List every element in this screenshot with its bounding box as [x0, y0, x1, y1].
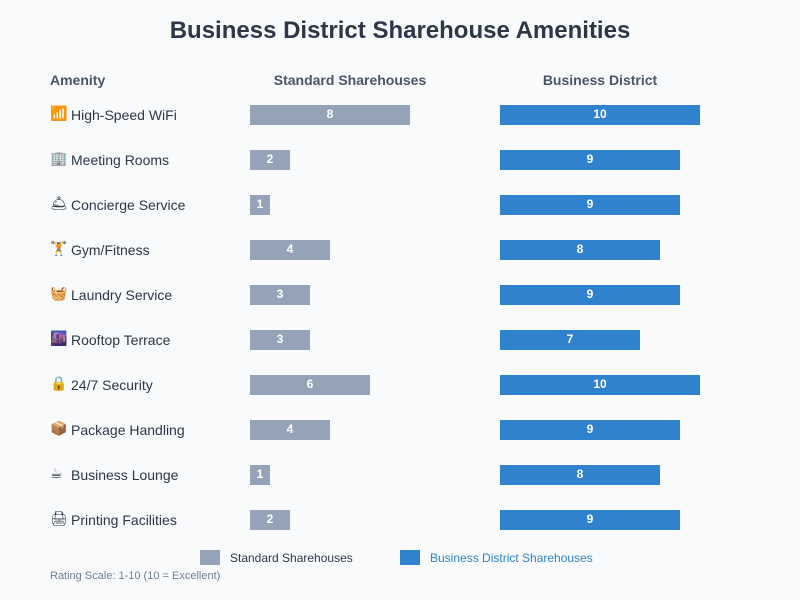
- amenity-label: 24/7 Security: [71, 377, 153, 393]
- chart-row: 🔒 24/7 Security 6 10: [0, 375, 800, 395]
- data-label-standard: 4: [286, 422, 294, 436]
- amenity-label: Rooftop Terrace: [71, 332, 171, 348]
- data-label-business: 10: [593, 107, 607, 121]
- bar-business: 7: [500, 330, 640, 350]
- data-label-standard: 1: [256, 467, 264, 481]
- data-label-business: 9: [586, 287, 594, 301]
- bar-business: 9: [500, 285, 680, 305]
- amenity-label: Meeting Rooms: [71, 152, 170, 168]
- chart-row: 🖨 Printing Facilities 2 9: [0, 510, 800, 530]
- data-label-business: 9: [586, 512, 594, 526]
- data-label-standard: 8: [326, 107, 334, 121]
- amenity-icon: 🖨: [50, 511, 68, 527]
- chart-row: 🏋 Gym/Fitness 4 8: [0, 240, 800, 260]
- bar-standard: 6: [250, 375, 370, 395]
- amenity-label: Gym/Fitness: [71, 242, 150, 258]
- bar-business: 10: [500, 105, 700, 125]
- amenity-icon: 📦: [50, 421, 68, 437]
- data-label-standard: 3: [276, 332, 284, 346]
- data-label-business: 10: [593, 377, 607, 391]
- amenity-icon: 🔒: [50, 376, 68, 392]
- bar-standard: 8: [250, 105, 410, 125]
- legend-swatch-standard: [200, 550, 220, 565]
- data-label-standard: 4: [286, 242, 294, 256]
- data-label-business: 9: [586, 197, 594, 211]
- data-label-business: 8: [576, 467, 584, 481]
- data-label-standard: 2: [266, 512, 274, 526]
- amenity-label: Package Handling: [71, 422, 185, 438]
- chart-row: ☕ Business Lounge 1 8: [0, 465, 800, 485]
- data-label-standard: 1: [256, 197, 264, 211]
- chart-row: 📶 High-Speed WiFi 8 10: [0, 105, 800, 125]
- bar-standard: 4: [250, 420, 330, 440]
- amenity-label: Concierge Service: [71, 197, 186, 213]
- amenity-icon: 🌆: [50, 331, 68, 347]
- chart-row: 🧺 Laundry Service 3 9: [0, 285, 800, 305]
- chart-row: 🌆 Rooftop Terrace 3 7: [0, 330, 800, 350]
- bar-standard: 4: [250, 240, 330, 260]
- header-amenity: Amenity: [50, 72, 106, 88]
- bar-standard: 3: [250, 330, 310, 350]
- amenity-icon: 🧺: [50, 286, 68, 302]
- rating-scale-note: Rating Scale: 1-10 (10 = Excellent): [50, 570, 221, 582]
- bar-standard: 2: [250, 510, 290, 530]
- bar-business: 9: [500, 510, 680, 530]
- amenity-label: Printing Facilities: [71, 512, 177, 528]
- bar-business: 9: [500, 150, 680, 170]
- data-label-standard: 3: [276, 287, 284, 301]
- legend-swatch-business: [400, 550, 420, 565]
- amenity-label: High-Speed WiFi: [71, 107, 177, 123]
- bar-business: 10: [500, 375, 700, 395]
- bar-business: 8: [500, 240, 660, 260]
- data-label-business: 9: [586, 152, 594, 166]
- bar-standard: 3: [250, 285, 310, 305]
- data-label-business: 7: [566, 332, 574, 346]
- legend-label-business: Business District Sharehouses: [430, 551, 593, 565]
- amenity-icon: 🏢: [50, 151, 68, 167]
- amenity-icon: ☕: [50, 466, 63, 482]
- bar-standard: 1: [250, 195, 270, 215]
- amenity-icon: 📶: [50, 106, 68, 122]
- bar-business: 9: [500, 195, 680, 215]
- amenity-label: Business Lounge: [71, 467, 179, 483]
- chart-title: Business District Sharehouse Amenities: [169, 17, 631, 44]
- chart-row: 📦 Package Handling 4 9: [0, 420, 800, 440]
- bar-business: 8: [500, 465, 660, 485]
- legend-label-standard: Standard Sharehouses: [230, 551, 353, 565]
- amenity-icon: 🏋: [50, 241, 68, 257]
- data-label-business: 9: [586, 422, 594, 436]
- chart-row: 🏢 Meeting Rooms 2 9: [0, 150, 800, 170]
- header-business: Business District: [542, 72, 658, 88]
- amenity-label: Laundry Service: [71, 287, 173, 303]
- chart-row: 🛎 Concierge Service 1 9: [0, 195, 800, 215]
- bar-standard: 1: [250, 465, 270, 485]
- data-label-standard: 2: [266, 152, 274, 166]
- amenity-icon: 🛎: [50, 196, 68, 212]
- header-standard: Standard Sharehouses: [273, 72, 427, 88]
- data-label-business: 8: [576, 242, 584, 256]
- bar-business: 9: [500, 420, 680, 440]
- data-label-standard: 6: [306, 377, 314, 391]
- bar-standard: 2: [250, 150, 290, 170]
